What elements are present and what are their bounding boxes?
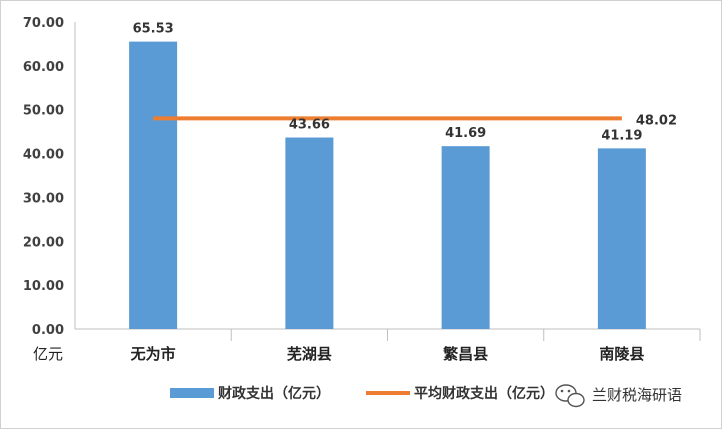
- legend-line-label: 平均财政支出（亿元）: [414, 385, 554, 402]
- y-tick-label: 30.00: [23, 191, 64, 206]
- x-category-label: 无为市: [130, 345, 176, 363]
- legend-bar-swatch: [170, 388, 214, 398]
- x-category-label: 繁昌县: [442, 345, 488, 363]
- y-tick-label: 50.00: [23, 104, 64, 119]
- bar-data-label: 41.19: [601, 128, 642, 143]
- x-category-label: 芜湖县: [287, 345, 332, 363]
- y-tick-label: 0.00: [32, 323, 64, 338]
- bar: [597, 148, 646, 329]
- bar-data-label: 43.66: [289, 118, 330, 133]
- x-category-label: 南陵县: [599, 345, 644, 363]
- average-line-label: 48.02: [636, 113, 677, 128]
- y-tick-label: 40.00: [23, 148, 64, 163]
- bar: [129, 41, 178, 330]
- y-tick-label: 60.00: [23, 60, 64, 75]
- legend-bar-label: 财政支出（亿元）: [217, 385, 330, 402]
- bar: [285, 137, 334, 329]
- y-unit-label: 亿元: [33, 345, 63, 363]
- watermark-text: 兰财税海研语: [592, 386, 682, 404]
- y-tick-label: 70.00: [23, 16, 64, 31]
- bar: [441, 146, 490, 329]
- wechat-icon: [555, 384, 585, 408]
- y-tick-label: 20.00: [23, 235, 64, 250]
- bar-data-label: 65.53: [133, 22, 174, 37]
- bar-data-label: 41.69: [445, 126, 486, 141]
- y-tick-label: 10.00: [23, 279, 64, 294]
